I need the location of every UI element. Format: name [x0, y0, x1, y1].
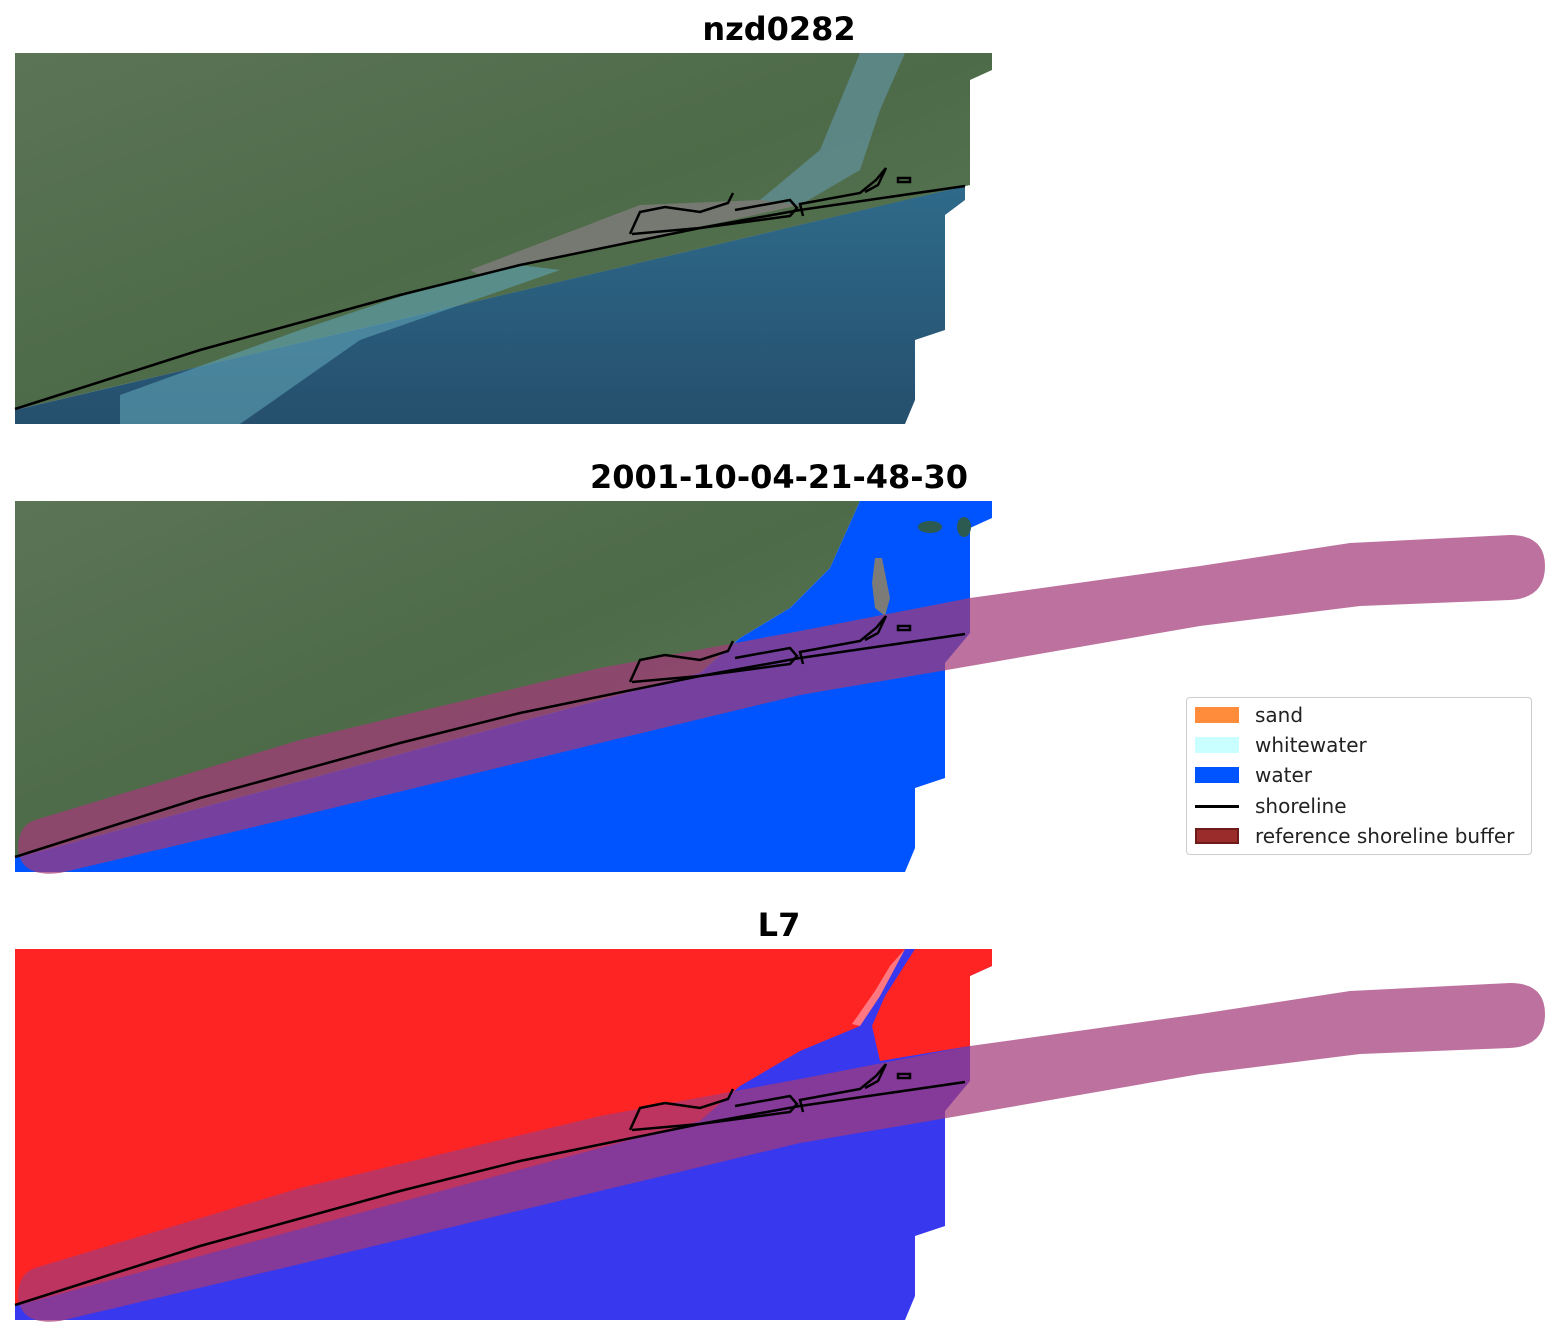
water-swatch — [1195, 767, 1239, 783]
legend-label: sand — [1255, 703, 1304, 727]
river-mouth — [760, 53, 905, 205]
shoreline-contour — [628, 167, 912, 236]
surf-zone — [120, 265, 560, 424]
whitewater-swatch — [1195, 737, 1239, 753]
classification-panel — [14, 501, 1545, 874]
reference-shoreline-buffer — [18, 535, 1545, 874]
shoreline-line-swatch — [1195, 804, 1239, 808]
land-index-area-east — [872, 949, 992, 1061]
panel-title-satellite: L7 — [757, 906, 801, 944]
legend-item-sand: sand — [1195, 700, 1303, 730]
legend-label: shoreline — [1255, 794, 1347, 818]
shoreline-line — [14, 184, 966, 411]
river-bank-highlight — [852, 949, 905, 1026]
legend-item-water: water — [1195, 760, 1312, 790]
sand-swatch — [1195, 707, 1239, 723]
legend: sand whitewater water shoreline referenc… — [1186, 697, 1532, 855]
beach-strip — [470, 200, 800, 275]
rgb-image-panel — [14, 53, 992, 424]
legend-label: water — [1255, 763, 1312, 787]
land-area — [15, 53, 992, 410]
legend-item-buffer: reference shoreline buffer — [1195, 821, 1514, 851]
panel-title-date: 2001-10-04-21-48-30 — [589, 458, 969, 496]
island-patch — [957, 517, 971, 537]
reference-shoreline-buffer — [18, 983, 1545, 1322]
water-index-panel — [14, 949, 1545, 1322]
water-class-area — [15, 501, 992, 872]
legend-label: whitewater — [1255, 733, 1367, 757]
shoreline-contour — [628, 1063, 912, 1132]
legend-label: reference shoreline buffer — [1255, 824, 1515, 848]
sandspit — [872, 558, 890, 616]
shoreline-line — [14, 632, 966, 859]
legend-item-whitewater: whitewater — [1195, 730, 1367, 760]
buffer-swatch — [1195, 828, 1239, 844]
island-patch — [918, 521, 942, 533]
legend-item-shoreline: shoreline — [1195, 791, 1347, 821]
panel-title-image-name: nzd0282 — [702, 10, 856, 48]
shoreline-contour — [628, 615, 912, 684]
shoreline-line — [14, 1080, 966, 1307]
